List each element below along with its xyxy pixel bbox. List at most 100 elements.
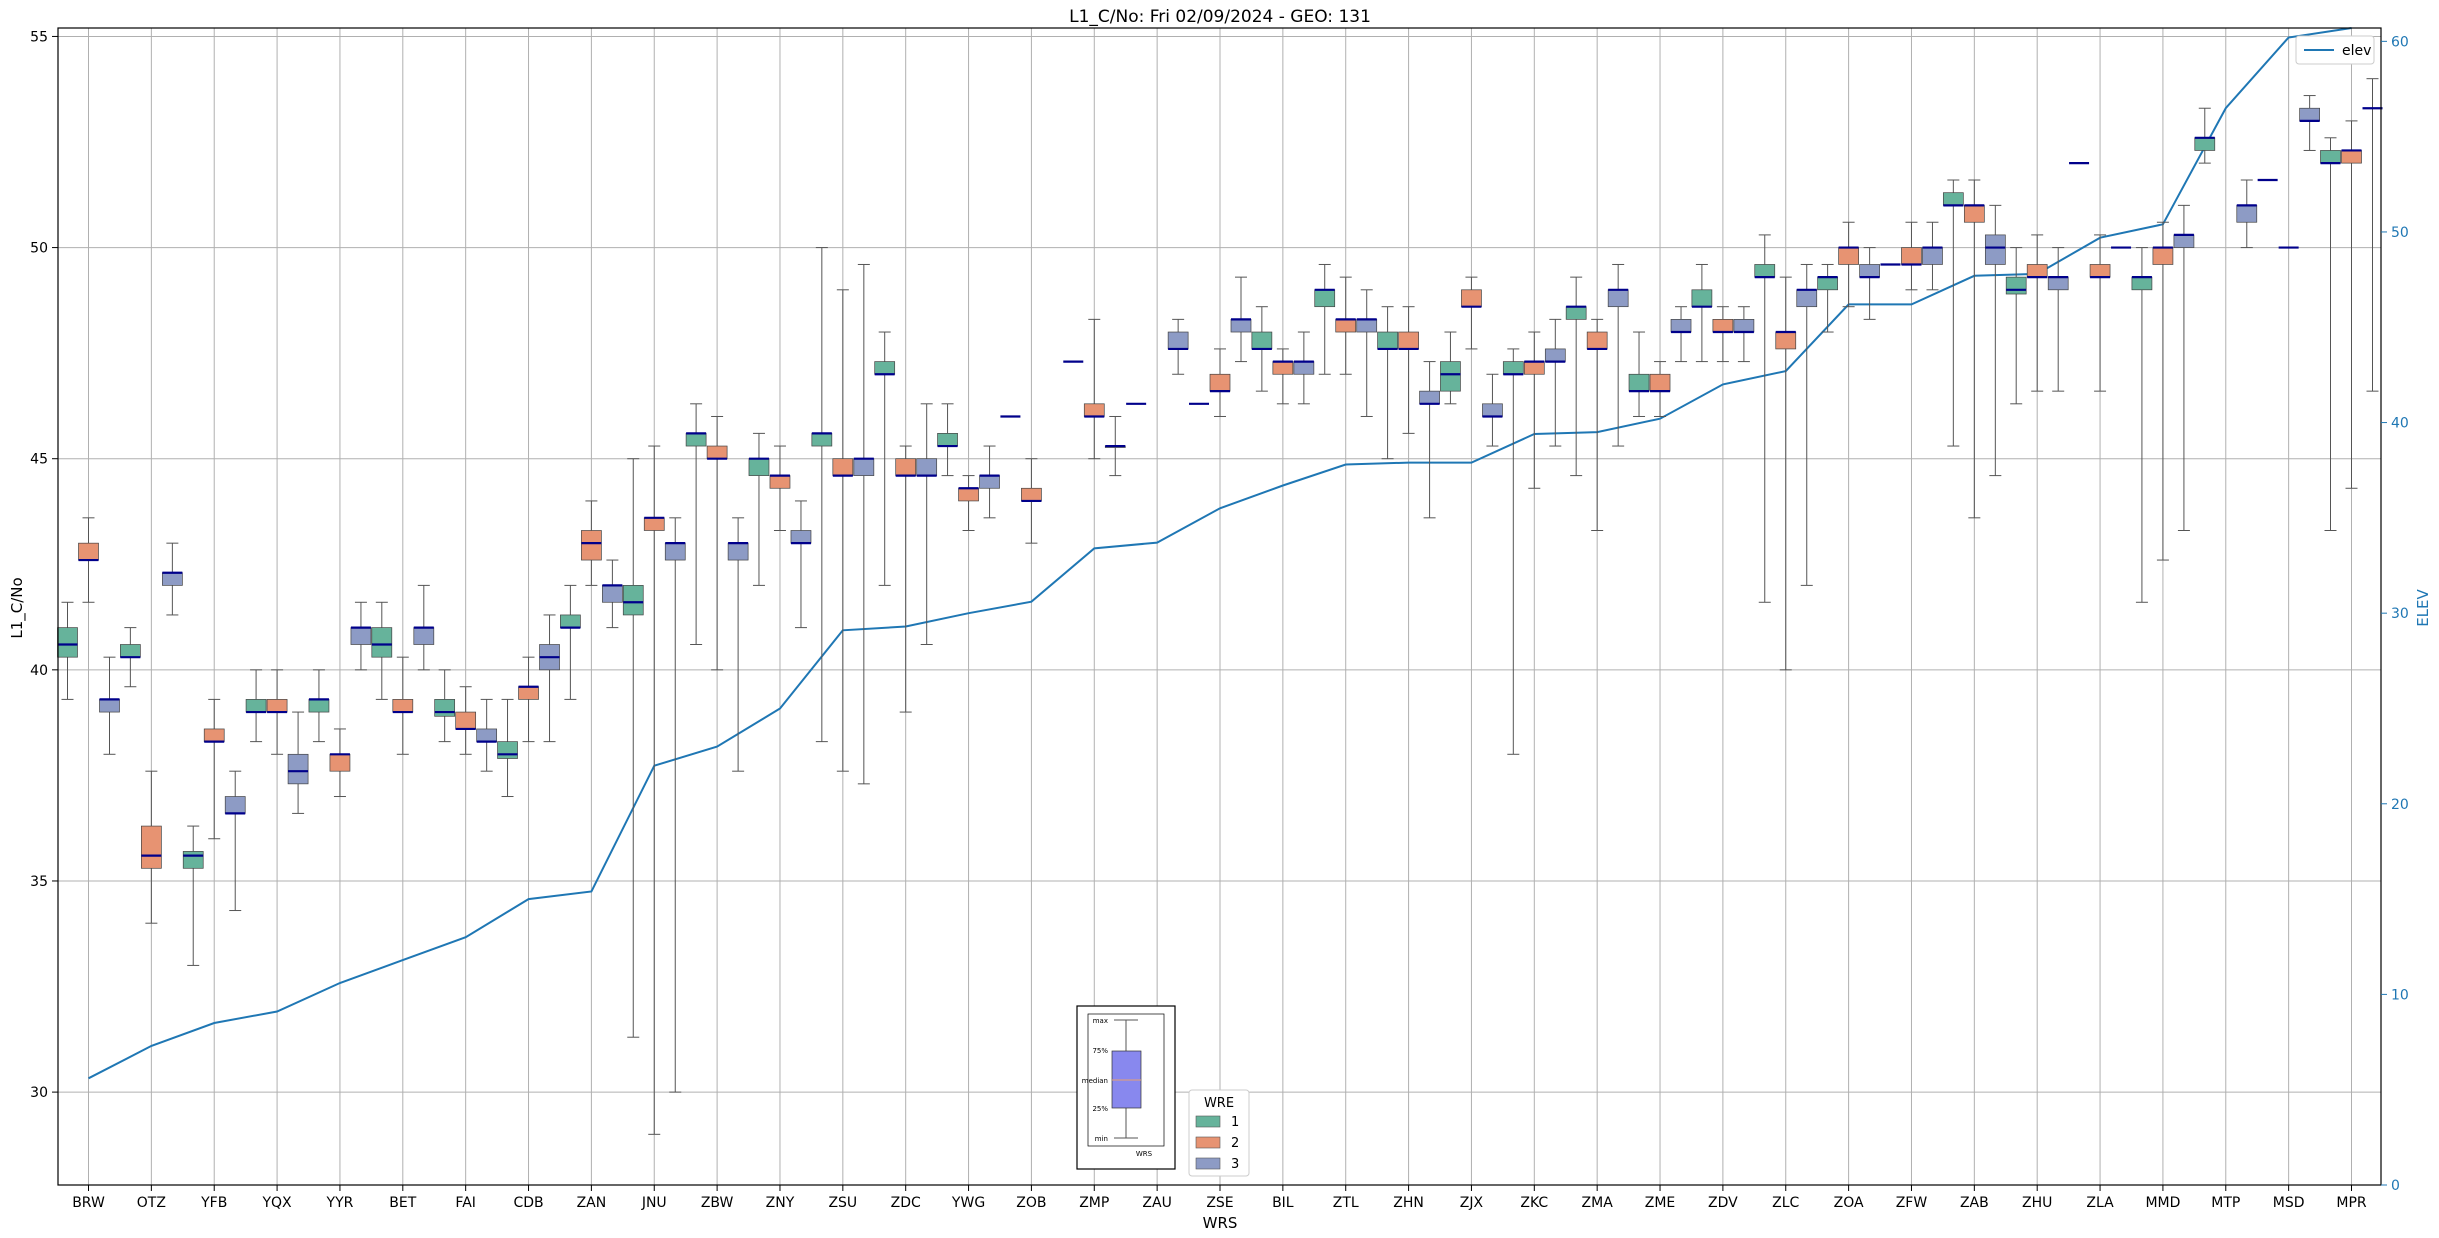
box-series-3 (790, 530, 812, 544)
x-tick-label: CDB (513, 1195, 543, 1211)
box-series-3 (664, 542, 686, 561)
x-tick-label: ZAU (1142, 1195, 1171, 1211)
box-series-2 (1586, 331, 1608, 350)
box-series-3 (1419, 390, 1440, 405)
box-series-2 (1523, 361, 1545, 375)
box-series-1 (1377, 331, 1398, 350)
box-series-3 (476, 728, 498, 742)
box-series-3 (1922, 247, 1943, 265)
box-series-1 (120, 644, 141, 658)
box-series-3 (1670, 319, 1692, 333)
y2-tick-label: 20 (2391, 797, 2409, 813)
box-series-3 (2047, 276, 2069, 291)
box-series-1 (874, 361, 896, 375)
y2-tick-label: 30 (2391, 606, 2409, 622)
box-series-2 (769, 475, 791, 489)
chart-title: L1_C/No: Fri 02/09/2024 - GEO: 131 (1069, 7, 1371, 27)
box-series-2 (895, 458, 917, 476)
box-series-3 (1356, 319, 1378, 333)
box-series-3 (1796, 289, 1818, 308)
y-axis-label: L1_C/No (8, 577, 27, 638)
box-series-1 (1942, 192, 1964, 206)
x-tick-label: ZDV (1708, 1195, 1738, 1211)
box-series-1 (434, 699, 456, 717)
box-series-3 (1733, 319, 1755, 333)
box-series-1 (937, 433, 958, 447)
box-series-2 (78, 542, 99, 561)
x-tick-label: ZLC (1772, 1195, 1799, 1211)
x-tick-label: ZFW (1896, 1195, 1928, 1211)
box-series-1 (497, 741, 518, 759)
box-series-1 (2194, 137, 2216, 151)
y-tick-label: 30 (30, 1085, 48, 1101)
box-series-3 (1482, 403, 1503, 417)
y2-tick-label: 40 (2391, 416, 2409, 432)
box-series-1 (245, 699, 267, 713)
box-series-1 (811, 433, 833, 447)
box-series-2 (958, 487, 979, 502)
wre-legend-title: WRE (1204, 1096, 1234, 1111)
box-series-3 (2173, 234, 2195, 248)
x-tick-label: ZMA (1582, 1195, 1614, 1211)
box-series-1 (748, 458, 770, 476)
box-series-3 (1167, 331, 1189, 350)
inset-label-25: 25% (1092, 1105, 1108, 1113)
box-series-2 (581, 530, 602, 561)
box-series-2 (203, 728, 225, 742)
box-series-2 (1335, 319, 1357, 333)
x-tick-label: MMD (2145, 1195, 2180, 1211)
x-tick-label: ZBW (701, 1195, 734, 1211)
box-series-3 (2299, 107, 2320, 122)
box-series-2 (1963, 205, 1985, 223)
box-series-1 (308, 699, 330, 713)
elev-legend-label: elev (2342, 43, 2371, 59)
box-series-2 (2341, 150, 2362, 164)
legend-swatch-1 (1195, 1115, 1221, 1128)
box-series-2 (392, 699, 414, 713)
box-series-3 (916, 458, 938, 476)
box-series-2 (1838, 247, 1859, 265)
y-tick-label: 40 (30, 663, 48, 679)
box-series-2 (1021, 487, 1042, 502)
y-tick-label: 35 (30, 874, 48, 890)
x-tick-label: ZAN (577, 1195, 607, 1211)
x-tick-label: ZLA (2086, 1195, 2114, 1211)
box-series-2 (1712, 319, 1734, 333)
box-series-1 (622, 585, 644, 616)
y2-tick-label: 10 (2391, 987, 2409, 1003)
box-series-3 (2236, 205, 2258, 223)
x-tick-label: ZMP (1079, 1195, 1109, 1211)
box-series-2 (1461, 289, 1482, 308)
box-series-3 (224, 796, 246, 814)
box-layer (57, 78, 2383, 1135)
box-series-3 (1293, 361, 1315, 375)
box-series-3 (1544, 348, 1566, 362)
box-series-2 (518, 686, 539, 700)
box-series-2 (1272, 361, 1294, 375)
legend-entry-1: 1 (1231, 1115, 1239, 1130)
box-series-3 (1607, 289, 1629, 308)
box-series-2 (1083, 403, 1105, 417)
box-series-2 (266, 699, 288, 713)
x-tick-label: ZSU (828, 1195, 857, 1211)
box-series-3 (853, 458, 875, 476)
x-tick-label: JNU (641, 1195, 667, 1211)
box-series-2 (706, 445, 728, 460)
box-series-2 (455, 711, 477, 730)
box-series-1 (1817, 276, 1838, 291)
y-tick-label: 50 (30, 241, 48, 257)
x-tick-label: YFB (200, 1195, 227, 1211)
x-tick-label: ZSE (1206, 1195, 1233, 1211)
x-tick-label: OTZ (137, 1195, 166, 1211)
box-series-1 (1754, 264, 1776, 278)
box-series-1 (2005, 276, 2027, 295)
y2-axis-label: ELEV (2414, 588, 2432, 626)
x-tick-label: ZNY (766, 1195, 795, 1211)
box-series-2 (2089, 264, 2111, 278)
box-series-3 (1230, 319, 1252, 333)
x-tick-label: ZOB (1016, 1195, 1046, 1211)
y2-tick-label: 0 (2391, 1178, 2400, 1194)
box-series-1 (371, 627, 393, 658)
legend-swatch-3 (1195, 1157, 1221, 1170)
box-series-1 (1251, 331, 1273, 350)
